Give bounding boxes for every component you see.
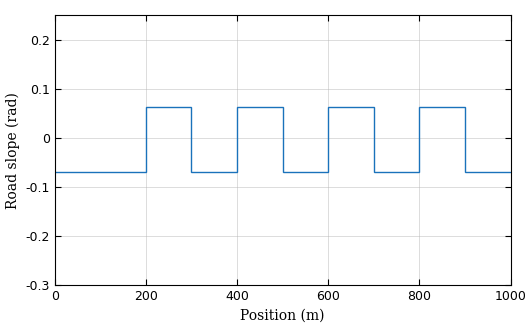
Y-axis label: Road slope (rad): Road slope (rad) <box>5 92 20 209</box>
X-axis label: Position (m): Position (m) <box>240 308 325 322</box>
